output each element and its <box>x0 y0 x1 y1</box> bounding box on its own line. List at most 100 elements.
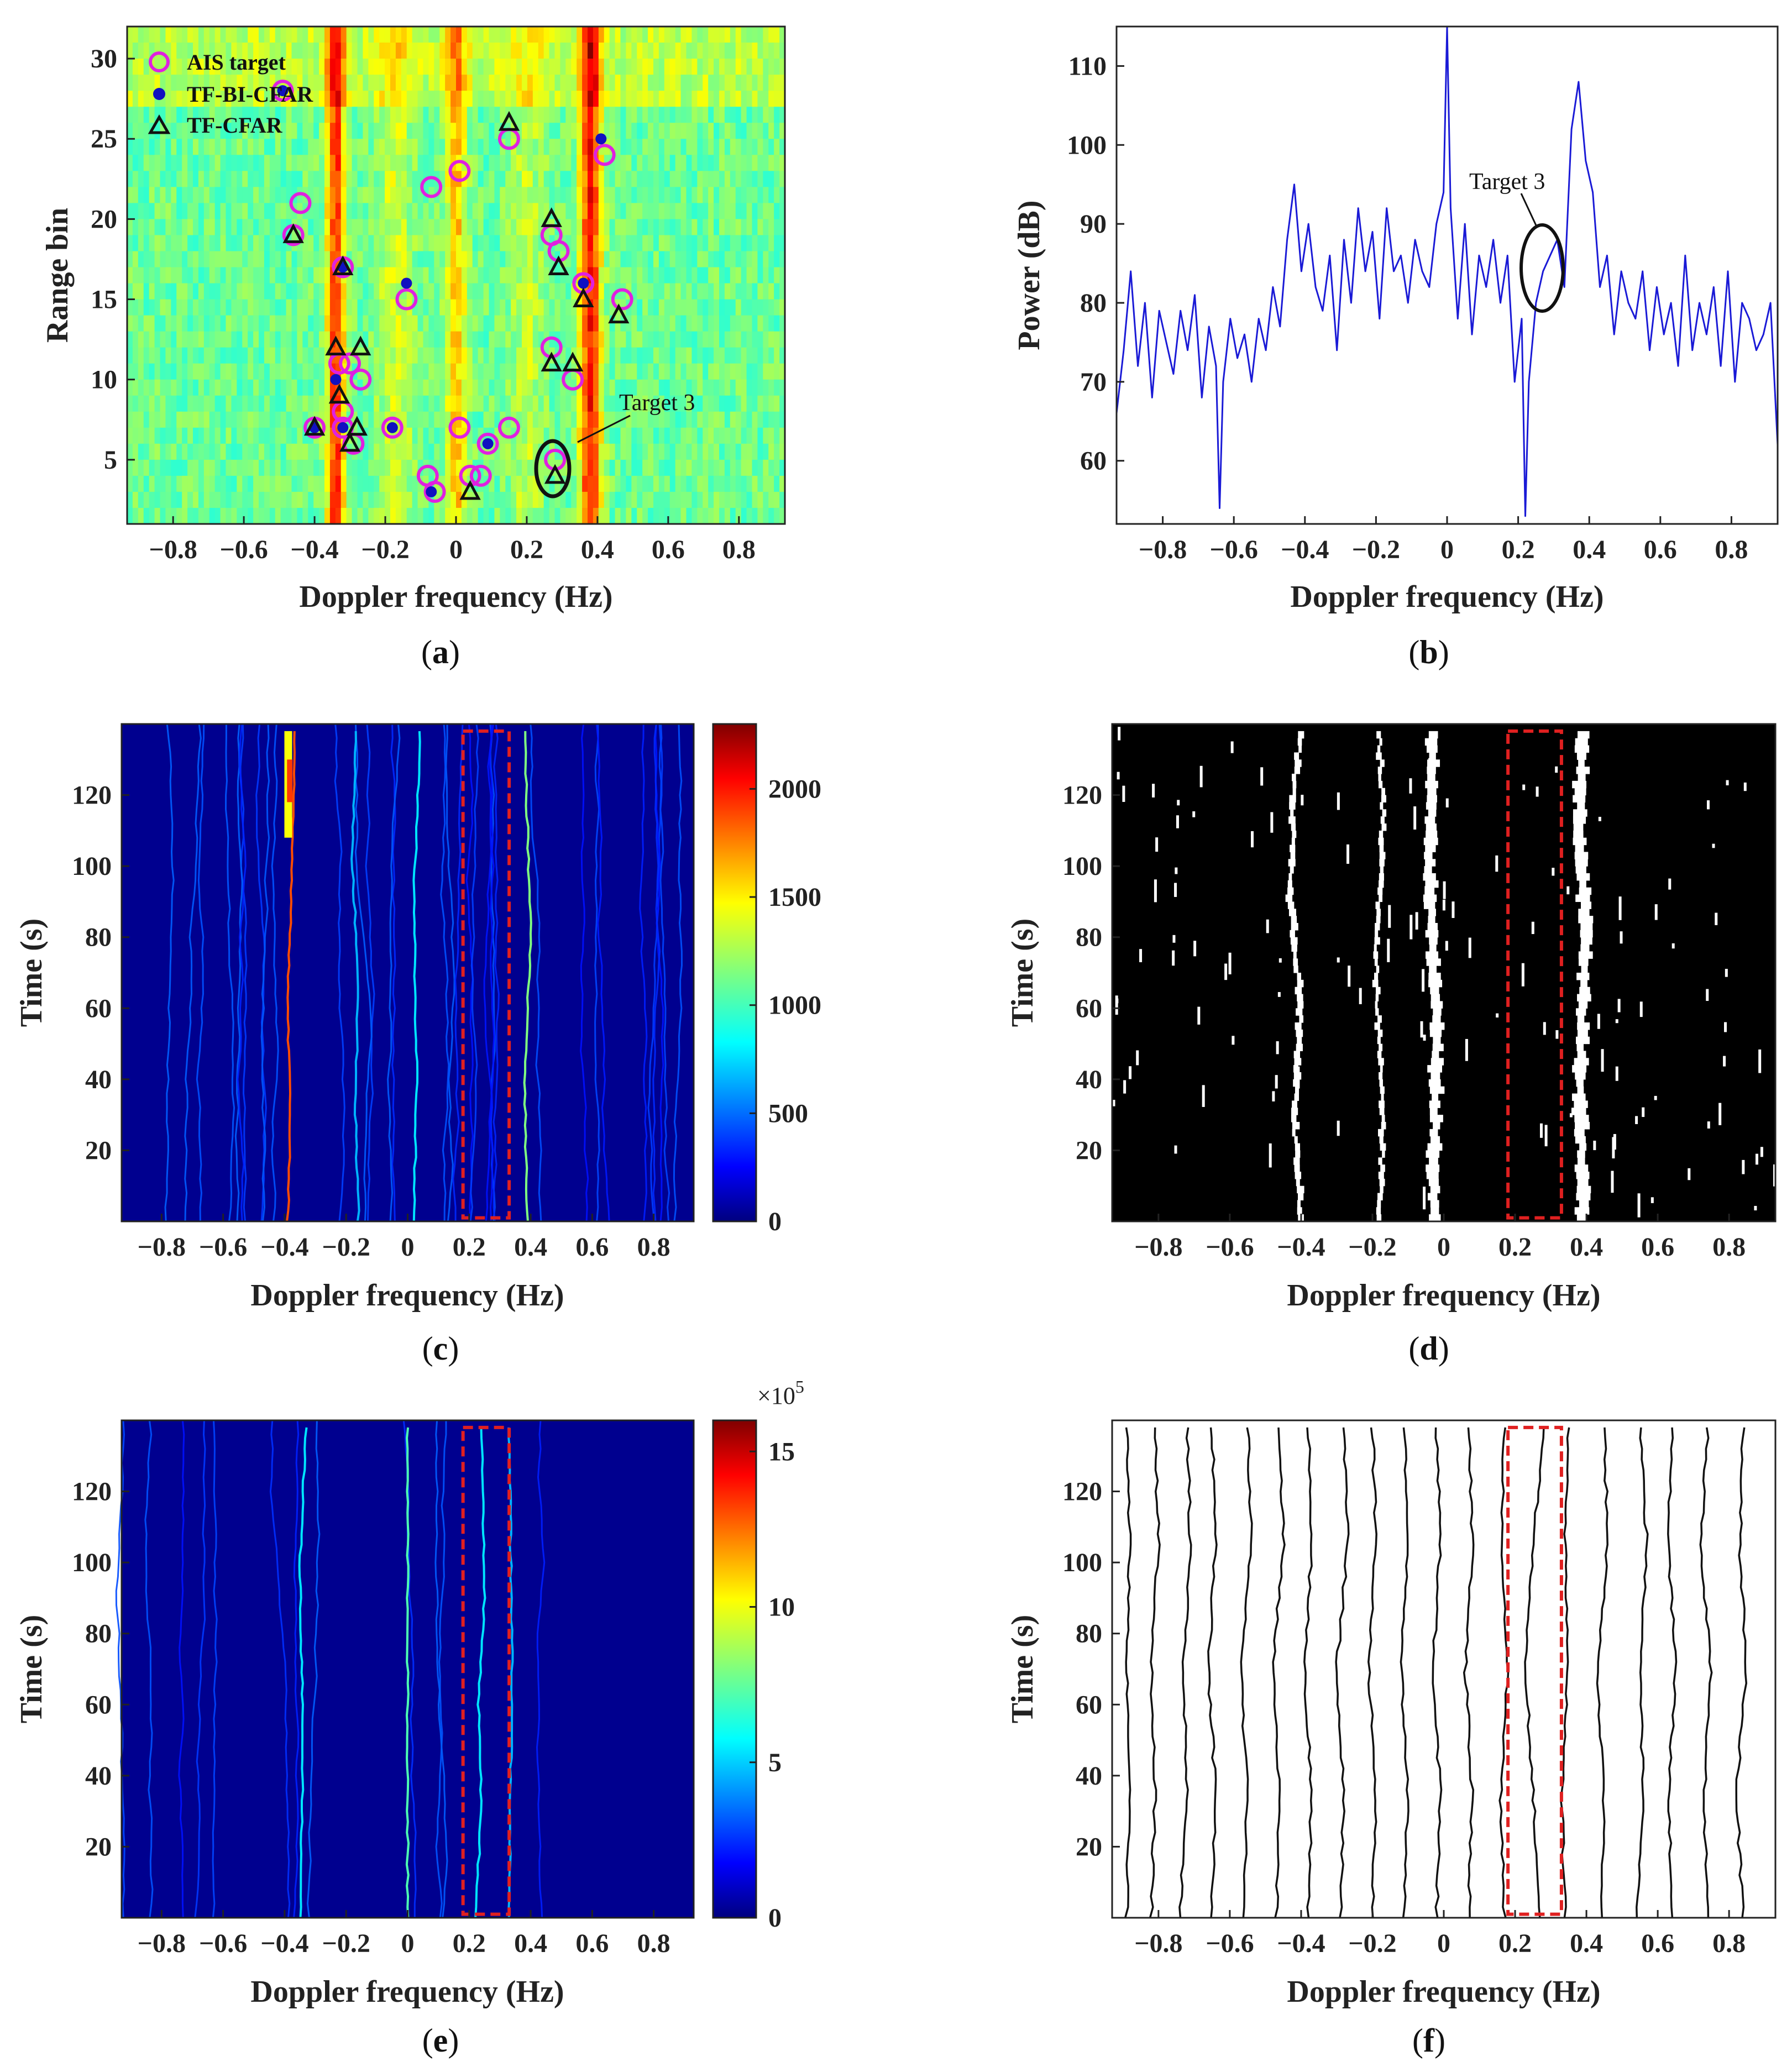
heatmap-cell <box>637 91 643 107</box>
heatmap-cell <box>417 219 424 236</box>
heatmap-cell <box>171 139 177 155</box>
heatmap-cell <box>757 155 763 171</box>
heatmap-cell <box>379 427 385 444</box>
heatmap-cell <box>385 299 391 316</box>
heatmap-cell <box>653 299 659 316</box>
heatmap-cell <box>220 171 227 187</box>
heatmap-cell <box>248 427 254 444</box>
heatmap-cell <box>450 219 457 236</box>
y-tick-label: 70 <box>1080 368 1107 397</box>
heatmap-cell <box>363 507 369 524</box>
ais-target-marker <box>423 480 446 503</box>
heatmap-cell <box>363 59 369 75</box>
heatmap-cell <box>182 267 188 284</box>
heatmap-cell <box>374 347 380 364</box>
heatmap-cell <box>264 347 270 364</box>
heatmap-cell <box>160 219 166 236</box>
panel-c-plot-background <box>122 724 694 1221</box>
heatmap-cell <box>642 75 648 91</box>
heatmap-cell <box>182 187 188 203</box>
heatmap-cell <box>395 331 402 348</box>
heatmap-cell <box>275 187 281 203</box>
heatmap-cell <box>664 219 670 236</box>
heatmap-cell <box>417 491 424 508</box>
heatmap-cell <box>439 91 446 107</box>
heatmap-cell <box>297 59 303 75</box>
detection-pixel <box>1575 844 1584 853</box>
heatmap-cell <box>511 475 517 492</box>
heatmap-cell <box>357 459 364 476</box>
detection-pixel <box>1379 852 1386 859</box>
detection-pixel <box>1296 1178 1300 1187</box>
tf-cfar-marker <box>303 416 326 436</box>
detection-pixel <box>1427 887 1435 895</box>
heatmap-cell <box>637 43 643 59</box>
heatmap-cell <box>237 363 243 380</box>
heatmap-cell <box>237 219 243 236</box>
heatmap-cell <box>385 43 391 59</box>
heatmap-cell <box>489 507 495 524</box>
heatmap-cell <box>220 347 227 364</box>
heatmap-cell <box>472 283 479 300</box>
heatmap-cell <box>264 235 270 252</box>
heatmap-cell <box>275 427 281 444</box>
heatmap-cell <box>138 139 144 155</box>
heatmap-cell <box>697 347 703 364</box>
heatmap-cell <box>719 267 725 284</box>
heatmap-cell <box>379 475 385 492</box>
heatmap-cell <box>763 219 769 236</box>
heatmap-cell <box>511 59 517 75</box>
heatmap-cell <box>220 59 227 75</box>
panel-f-x-label: Doppler frequency (Hz) <box>1287 1975 1600 2009</box>
detection-pixel <box>1297 1200 1301 1208</box>
background-track <box>164 723 175 1222</box>
heatmap-cell <box>143 91 150 107</box>
heatmap-cell <box>340 59 347 75</box>
heatmap-cell <box>214 427 221 444</box>
heatmap-cell <box>434 75 440 91</box>
heatmap-cell <box>686 91 693 107</box>
heatmap-cell <box>445 379 451 396</box>
heatmap-cell <box>669 459 676 476</box>
heatmap-cell <box>768 203 774 219</box>
heatmap-cell <box>132 267 139 284</box>
heatmap-cell <box>385 283 391 300</box>
heatmap-cell <box>203 267 210 284</box>
heatmap-cell <box>658 443 665 460</box>
heatmap-cell <box>385 363 391 380</box>
heatmap-cell <box>313 251 319 268</box>
heatmap-cell <box>160 267 166 284</box>
heatmap-cell <box>516 347 522 364</box>
heatmap-cell <box>588 251 594 268</box>
heatmap-cell <box>626 267 632 284</box>
heatmap-cell <box>730 475 736 492</box>
heatmap-cell <box>527 267 533 284</box>
heatmap-cell <box>450 203 457 219</box>
heatmap-cell <box>237 347 243 364</box>
detection-speck <box>1117 772 1120 780</box>
heatmap-cell <box>691 43 698 59</box>
heatmap-cell <box>669 59 676 75</box>
heatmap-cell <box>741 411 747 428</box>
detection-pixel <box>1293 1079 1298 1087</box>
heatmap-cell <box>549 155 556 171</box>
heatmap-cell <box>379 379 385 396</box>
heatmap-cell <box>637 75 643 91</box>
heatmap-cell <box>577 475 583 492</box>
heatmap-cell <box>620 491 627 508</box>
heatmap-cell <box>242 507 248 524</box>
heatmap-cell <box>138 363 144 380</box>
heatmap-cell <box>226 27 232 43</box>
heatmap-cell <box>165 315 171 332</box>
heatmap-cell <box>154 43 161 59</box>
heatmap-cell <box>609 43 616 59</box>
heatmap-cell <box>209 219 216 236</box>
heatmap-cell <box>220 27 227 43</box>
heatmap-cell <box>423 43 429 59</box>
heatmap-cell <box>741 299 747 316</box>
heatmap-cell <box>658 395 665 412</box>
heatmap-cell <box>291 139 298 155</box>
heatmap-cell <box>132 27 139 43</box>
heatmap-cell <box>757 219 763 236</box>
detection-pixel <box>1381 823 1387 831</box>
